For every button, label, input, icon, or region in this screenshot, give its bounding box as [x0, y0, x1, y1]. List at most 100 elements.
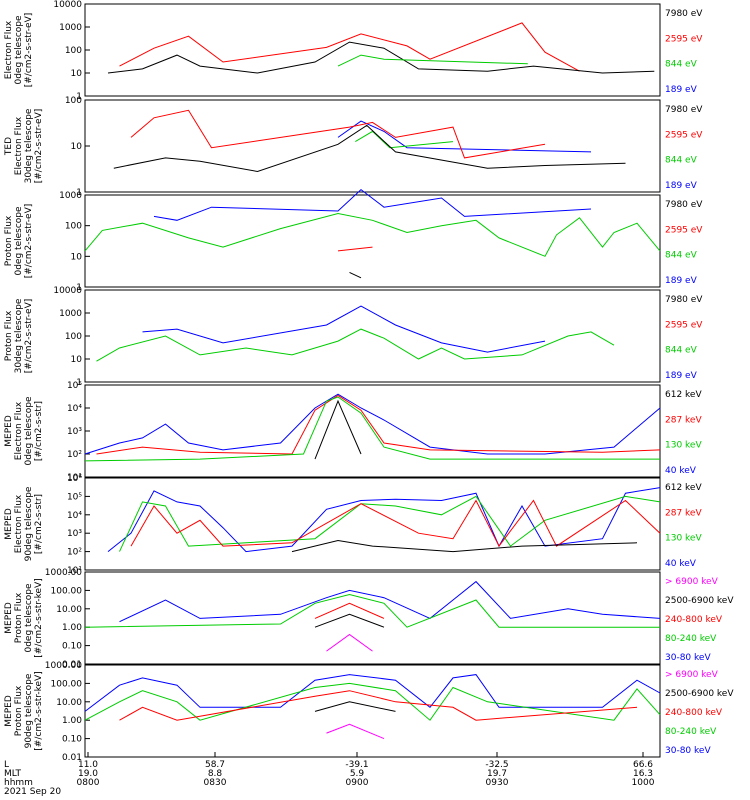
- legend-entry: 612 keV: [665, 483, 702, 493]
- legend-entry: 240-800 keV: [665, 708, 723, 718]
- x-tick-label-l: -39.1: [345, 760, 368, 770]
- y-tick-label: 10²: [67, 450, 82, 460]
- series-line: [291, 539, 638, 553]
- y-axis-label: Proton Flux: [14, 592, 24, 643]
- legend-entry: 287 keV: [665, 508, 702, 518]
- y-tick-label: 10¹: [67, 566, 82, 576]
- legend-entry: 2595 eV: [665, 225, 703, 235]
- series-line: [314, 399, 362, 460]
- x-row-label: hhmm: [4, 778, 33, 788]
- y-tick-label: 0.10: [62, 642, 82, 652]
- y-tick-label: 10²: [67, 548, 82, 558]
- legend-entry: 189 eV: [665, 371, 698, 381]
- legend-entry: 844 eV: [665, 346, 698, 356]
- series-line: [314, 613, 385, 628]
- y-axis-label: [#/cm2-s-str-eV]: [34, 109, 44, 184]
- y-tick-label: 0.10: [62, 735, 82, 745]
- y-tick-label: 100: [65, 46, 82, 56]
- y-tick-label: 1000.00: [45, 568, 82, 578]
- x-tick-label-l: 58.7: [205, 760, 225, 770]
- legend-entry: 2595 eV: [665, 130, 703, 140]
- series-line: [113, 124, 626, 173]
- y-axis-label: MEPED: [4, 508, 14, 540]
- x-tick-label-hhmm: 1000: [632, 778, 655, 788]
- legend-entry: 844 eV: [665, 156, 698, 166]
- series-line: [349, 271, 362, 279]
- legend-entry: 80-240 keV: [665, 727, 717, 737]
- y-axis-label: TED: [4, 137, 14, 156]
- legend-entry: 844 eV: [665, 251, 698, 261]
- x-tick-label-mlt: 5.9: [350, 769, 365, 779]
- series-line: [337, 54, 528, 67]
- y-axis-label: MEPED: [4, 415, 14, 447]
- legend-entry: 189 eV: [665, 85, 698, 95]
- legend-entry: 2500-6900 keV: [665, 689, 734, 699]
- y-axis-label: [#/cm2-s-str-keV]: [34, 671, 44, 750]
- legend-entry: 189 eV: [665, 181, 698, 191]
- legend-entry: 30-80 keV: [665, 746, 711, 756]
- x-tick-label-mlt: 19.7: [487, 769, 507, 779]
- legend-entry: 40 keV: [665, 559, 697, 569]
- x-row-label: MLT: [4, 769, 22, 779]
- y-tick-label: 10⁵: [67, 381, 82, 391]
- x-tick-label-l: -32.5: [485, 760, 508, 770]
- series-line: [337, 120, 592, 153]
- y-axis-label: 30deg telescope: [14, 298, 24, 373]
- series-line: [326, 723, 385, 740]
- y-tick-label: 10000: [53, 286, 82, 296]
- panel-7: 0.01 0.10 1.00 10.00 100.00 1000.00 MEPED Proto…: [4, 568, 734, 670]
- panel-2: 1 10 100 TED Electron Flux 30deg telescope [#/…: [4, 96, 703, 198]
- y-axis-label: Electron Flux: [14, 401, 24, 460]
- y-axis-label: MEPED: [4, 602, 14, 634]
- y-axis-label: 90deg telescope: [24, 486, 34, 561]
- legend-entry: 2595 eV: [665, 34, 703, 44]
- series-line: [107, 487, 661, 553]
- y-tick-label: 10: [71, 355, 83, 365]
- series-line: [84, 674, 661, 712]
- legend-entry: 612 keV: [665, 390, 702, 400]
- y-axis-label: Proton Flux: [4, 215, 14, 266]
- series-line: [119, 22, 580, 72]
- series-line: [84, 396, 660, 462]
- series-line: [96, 328, 615, 362]
- panel-frame: [84, 477, 661, 571]
- y-tick-label: 10.00: [56, 605, 82, 615]
- y-axis-label: [#/cm2-s-str-eV]: [24, 299, 34, 374]
- y-tick-label: 10000: [53, 0, 82, 10]
- y-tick-label: 100: [65, 332, 82, 342]
- series-line: [314, 602, 385, 619]
- y-axis-label: MEPED: [4, 695, 14, 727]
- y-tick-label: 100: [65, 96, 82, 106]
- y-tick-label: 1: [76, 283, 82, 293]
- x-tick-label-l: 11.0: [78, 760, 98, 770]
- series-line: [142, 305, 546, 353]
- series-line: [84, 593, 660, 628]
- y-axis-label: Electron Flux: [14, 494, 24, 553]
- y-tick-label: 0.01: [62, 753, 82, 763]
- panel-frame: [84, 3, 661, 97]
- y-tick-label: 10¹: [67, 473, 82, 483]
- legend-entry: 7980 eV: [665, 105, 703, 115]
- y-axis-label: [#/cm2-s-str-keV]: [34, 578, 44, 657]
- legend-entry: 2500-6900 keV: [665, 596, 734, 606]
- series-line: [153, 188, 592, 221]
- y-tick-label: 10: [71, 252, 83, 262]
- y-tick-label: 1000: [59, 191, 82, 201]
- y-tick-label: 1: [76, 188, 82, 198]
- x-tick-label-hhmm: 0900: [346, 778, 369, 788]
- x-tick-label-hhmm: 0830: [204, 778, 227, 788]
- y-tick-label: 1000: [59, 309, 82, 319]
- y-axis-label: [#/cm2-s-str-eV]: [24, 13, 34, 88]
- legend-entry: > 6900 keV: [665, 670, 719, 680]
- y-tick-label: 100.00: [51, 679, 83, 689]
- y-tick-label: 10³: [67, 529, 82, 539]
- y-tick-label: 1000: [59, 23, 82, 33]
- y-axis-label: 0deg telescope: [14, 206, 24, 276]
- y-axis-label: 30deg telescope: [24, 108, 34, 183]
- y-axis-label: Proton Flux: [14, 685, 24, 736]
- series-line: [314, 701, 396, 712]
- legend-entry: 7980 eV: [665, 295, 703, 305]
- y-tick-label: 1000.00: [45, 661, 82, 671]
- y-tick-label: 100: [65, 222, 82, 232]
